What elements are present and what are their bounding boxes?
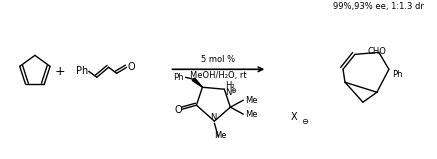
Text: Ph: Ph: [76, 66, 88, 76]
Text: Ph: Ph: [392, 70, 402, 79]
Text: O: O: [128, 62, 135, 72]
Text: Me: Me: [245, 96, 258, 105]
Text: Me: Me: [245, 110, 258, 119]
Text: N: N: [225, 88, 232, 97]
Text: Me: Me: [214, 131, 227, 140]
Text: ⊖: ⊖: [301, 117, 308, 126]
Text: +: +: [55, 65, 65, 78]
Text: 99%,93% ee, 1:1.3 dr: 99%,93% ee, 1:1.3 dr: [333, 3, 424, 11]
Text: H₂: H₂: [225, 81, 235, 90]
Text: O: O: [175, 105, 182, 115]
Text: X: X: [291, 112, 298, 122]
Text: ⊕: ⊕: [230, 88, 236, 94]
Text: 5 mol %: 5 mol %: [201, 55, 236, 64]
Text: CHO: CHO: [368, 47, 386, 56]
Text: N: N: [210, 113, 217, 122]
Polygon shape: [192, 78, 202, 87]
Text: MeOH/H₂O, rt: MeOH/H₂O, rt: [190, 71, 246, 80]
Text: Ph: Ph: [173, 73, 184, 82]
